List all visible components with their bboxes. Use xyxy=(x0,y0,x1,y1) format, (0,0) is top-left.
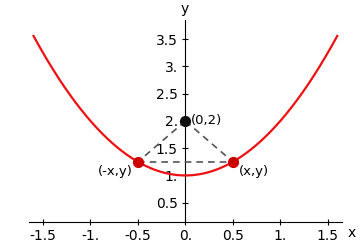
Text: (0,2): (0,2) xyxy=(191,114,222,128)
X-axis label: x: x xyxy=(347,226,356,240)
Text: (x,y): (x,y) xyxy=(239,165,269,178)
Point xyxy=(135,160,141,164)
Point xyxy=(230,160,236,164)
Text: (-x,y): (-x,y) xyxy=(97,165,132,178)
Y-axis label: y: y xyxy=(180,2,189,16)
Point xyxy=(183,119,188,123)
